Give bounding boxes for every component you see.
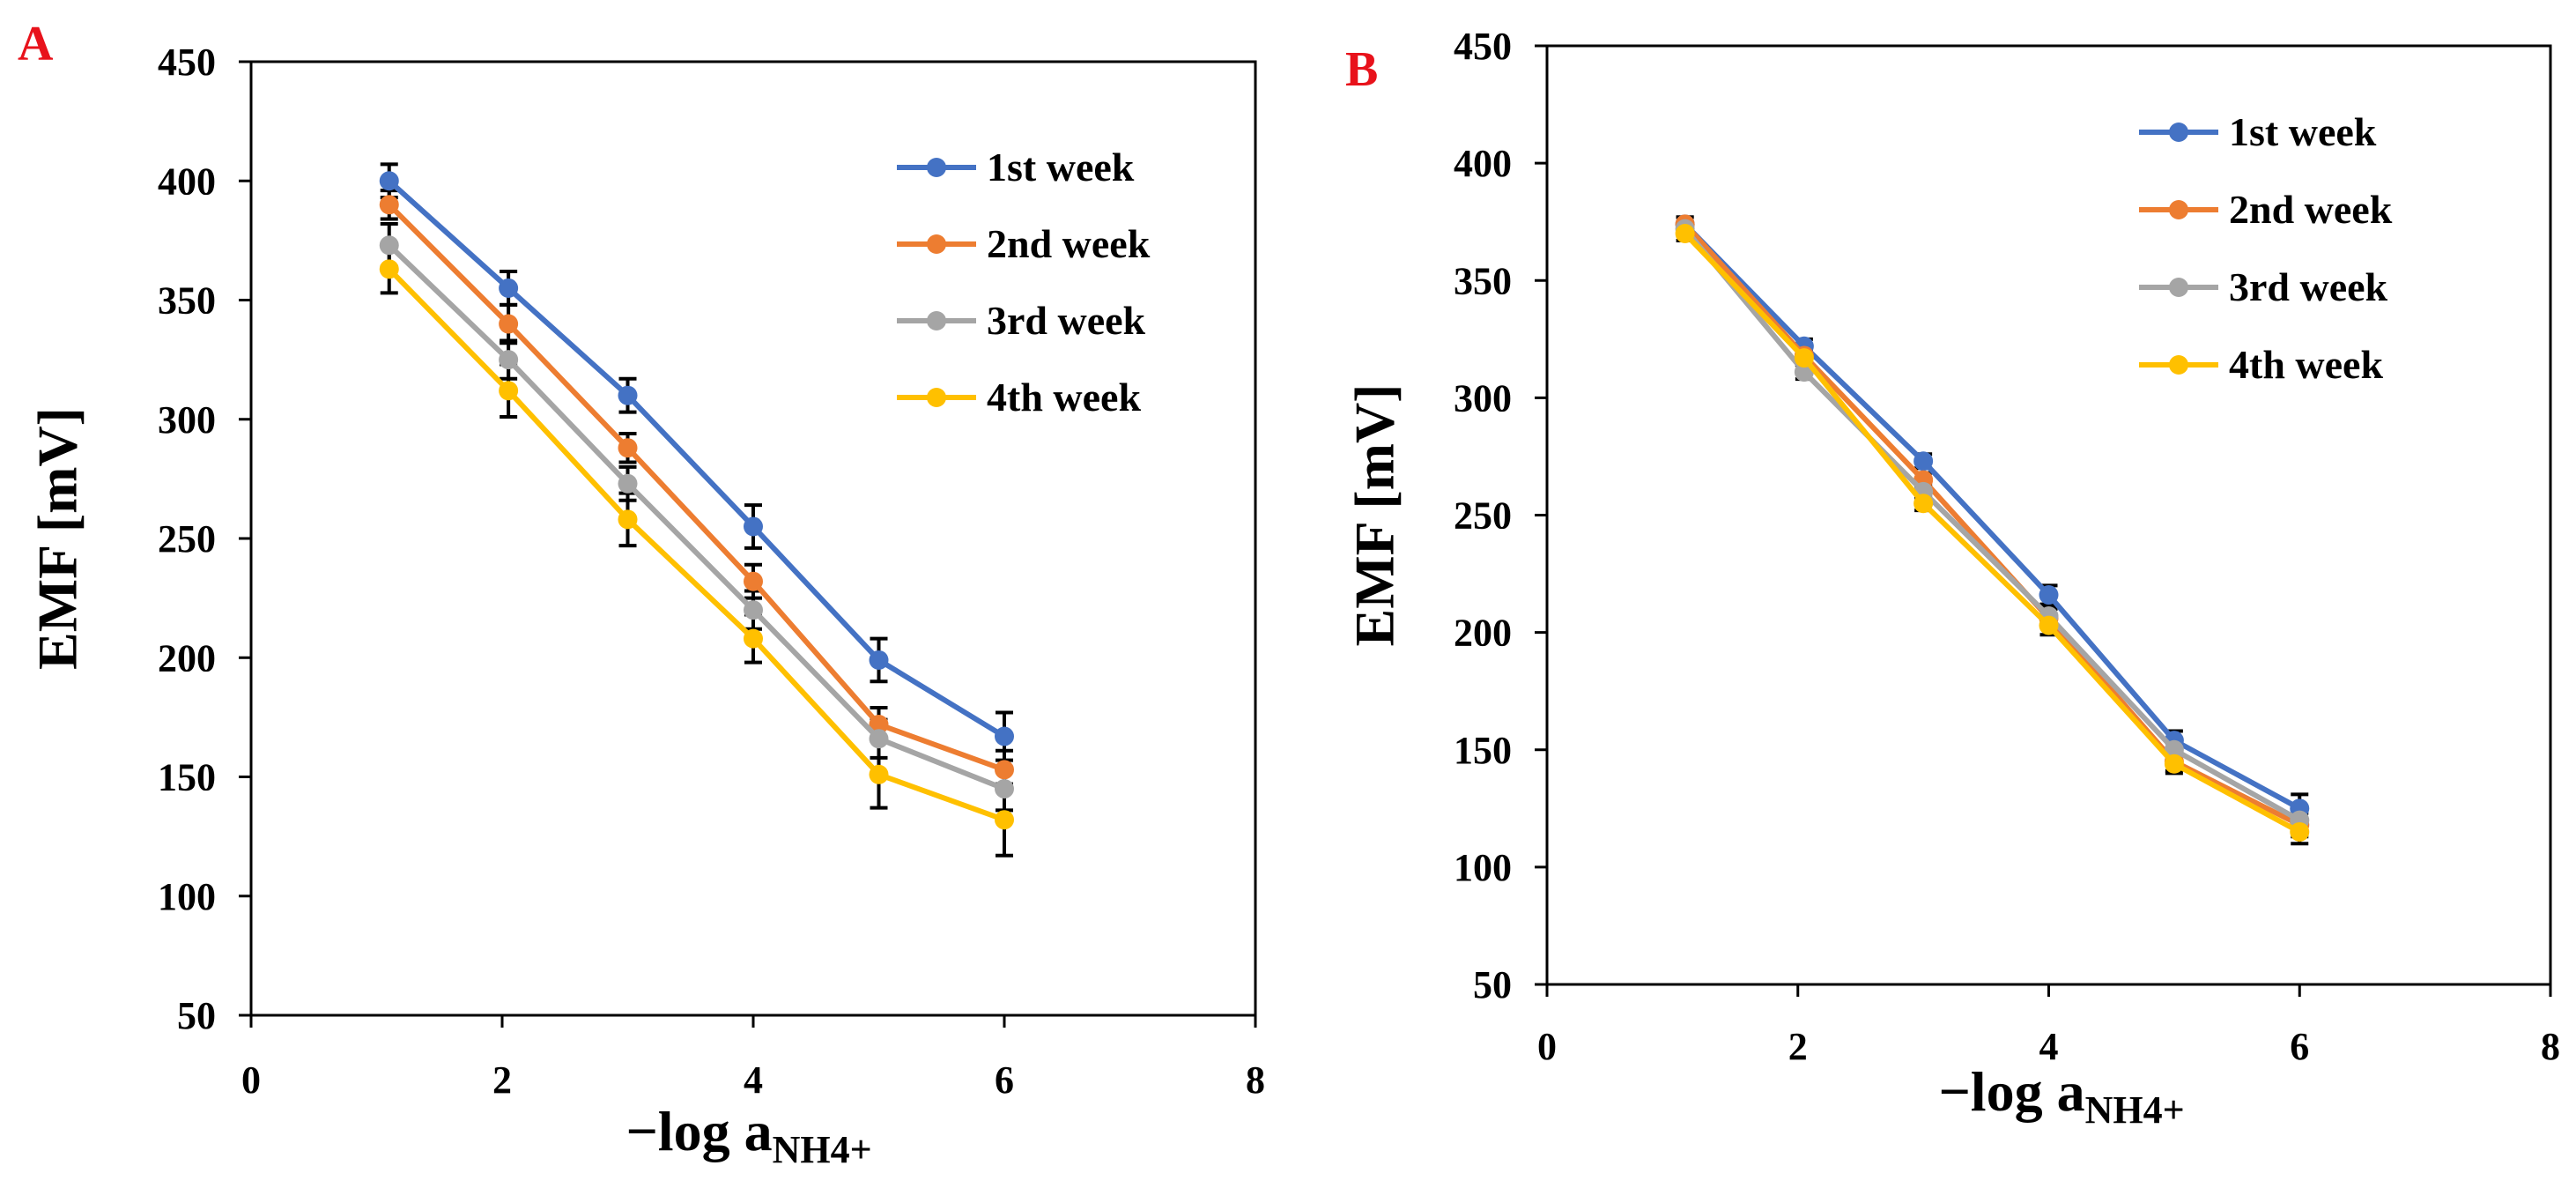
chart-panel-a: A 50 100 150 200 250 300 350 400 450 0 2 4 6 8 EMF [mV]… (18, 17, 1265, 1171)
y-tick-label: 150 (158, 756, 216, 799)
panel-label: B (1345, 42, 1378, 97)
data-point (499, 350, 519, 370)
data-point (1913, 494, 1934, 514)
series-line-3 (387, 243, 1006, 791)
data-point (618, 473, 638, 494)
y-tick-label: 450 (158, 41, 216, 84)
data-point (869, 729, 889, 749)
y-tick-label: 150 (1454, 729, 1512, 772)
y-tick-label: 100 (158, 875, 216, 918)
data-point (379, 171, 399, 191)
data-point (744, 516, 763, 537)
y-tick-label: 250 (1454, 494, 1512, 538)
data-point (618, 438, 638, 458)
legend-marker-1 (2169, 123, 2188, 142)
series-line-4 (1683, 231, 2301, 835)
legend-marker-4 (927, 388, 946, 407)
y-axis-label: EMF [mV] (1344, 384, 1406, 647)
panel-label: A (18, 17, 54, 71)
legend-label-2: 2nd week (2229, 187, 2393, 232)
legend-label-3: 3rd week (987, 298, 1146, 343)
legend-marker-3 (2169, 278, 2188, 297)
data-point (499, 381, 519, 401)
x-axis-label: −log aNH4+ (1938, 1060, 2184, 1132)
legend-label-3: 3rd week (2229, 264, 2388, 309)
data-point (379, 235, 399, 256)
series-line-4 (387, 267, 1006, 823)
data-point (379, 195, 399, 215)
y-tick-label: 450 (1454, 25, 1512, 68)
legend-label-4: 4th week (987, 375, 1141, 420)
data-point (499, 278, 519, 298)
data-point (869, 764, 889, 784)
chart-panel-b: B 50 100 150 200 250 300 350 400 450 0 2 4 6 8 EMF [mV]… (1344, 25, 2561, 1132)
y-tick-label: 50 (177, 994, 216, 1037)
x-tick-label: 8 (1246, 1058, 1265, 1102)
y-tick-label: 250 (158, 517, 216, 561)
data-point (995, 810, 1014, 830)
data-point (499, 314, 519, 334)
y-tick-label: 300 (1454, 376, 1512, 420)
x-tick-label: 0 (1537, 1025, 1557, 1068)
x-tick-label: 4 (2039, 1025, 2059, 1068)
data-point (2039, 615, 2059, 635)
data-point (869, 714, 889, 734)
legend-marker-2 (927, 234, 946, 254)
data-point (379, 259, 399, 279)
x-tick-label: 6 (995, 1058, 1014, 1102)
y-tick-label: 100 (1454, 846, 1512, 889)
y-tick-label: 400 (158, 160, 216, 203)
data-point (618, 509, 638, 530)
data-point (744, 571, 763, 591)
legend-marker-1 (927, 158, 946, 177)
x-axis-label-main: −log a (1938, 1060, 2084, 1123)
y-tick-label: 400 (1454, 142, 1512, 185)
data-point (744, 600, 763, 620)
y-tick-label: 200 (158, 636, 216, 679)
x-axis-label-subscript: NH4+ (2085, 1088, 2185, 1132)
legend-label-4: 4th week (2229, 342, 2383, 387)
data-point (2164, 754, 2184, 774)
x-axis-label: −log aNH4+ (625, 1100, 871, 1171)
y-tick-label: 350 (158, 279, 216, 323)
y-tick-label: 200 (1454, 612, 1512, 655)
legend-label-1: 1st week (987, 145, 1135, 189)
series-line-2 (1683, 222, 2301, 828)
legend-marker-4 (2169, 355, 2188, 375)
x-tick-label: 4 (744, 1058, 763, 1102)
series-line-3 (1683, 226, 2301, 823)
data-point (995, 779, 1014, 799)
y-axis-label: EMF [mV] (26, 407, 89, 670)
data-point (618, 385, 638, 405)
x-tick-label: 2 (1788, 1025, 1808, 1068)
series-line-1 (1683, 222, 2301, 811)
y-tick-label: 300 (158, 398, 216, 442)
data-point (2290, 821, 2310, 842)
x-tick-label: 0 (241, 1058, 261, 1102)
x-axis-label-main: −log a (625, 1100, 772, 1162)
data-point (1794, 348, 1814, 368)
y-tick-label: 50 (1473, 963, 1512, 1006)
x-axis-label-subscript: NH4+ (773, 1128, 872, 1171)
series-line-1 (387, 179, 1006, 739)
y-tick-label: 350 (1454, 259, 1512, 302)
data-point (2039, 585, 2059, 605)
plot-frame (1545, 44, 2552, 986)
legend-label-1: 1st week (2229, 109, 2377, 154)
legend-marker-2 (2169, 200, 2188, 219)
data-point (869, 650, 889, 670)
x-tick-label: 2 (492, 1058, 512, 1102)
legend-label-2: 2nd week (987, 221, 1151, 266)
x-tick-label: 8 (2541, 1025, 2560, 1068)
data-point (995, 760, 1014, 780)
data-point (1913, 451, 1934, 471)
data-point (744, 628, 763, 649)
x-tick-label: 6 (2290, 1025, 2309, 1068)
data-point (1675, 224, 1695, 243)
series-line-2 (387, 203, 1006, 773)
data-point (995, 726, 1014, 746)
legend-marker-3 (927, 311, 946, 330)
